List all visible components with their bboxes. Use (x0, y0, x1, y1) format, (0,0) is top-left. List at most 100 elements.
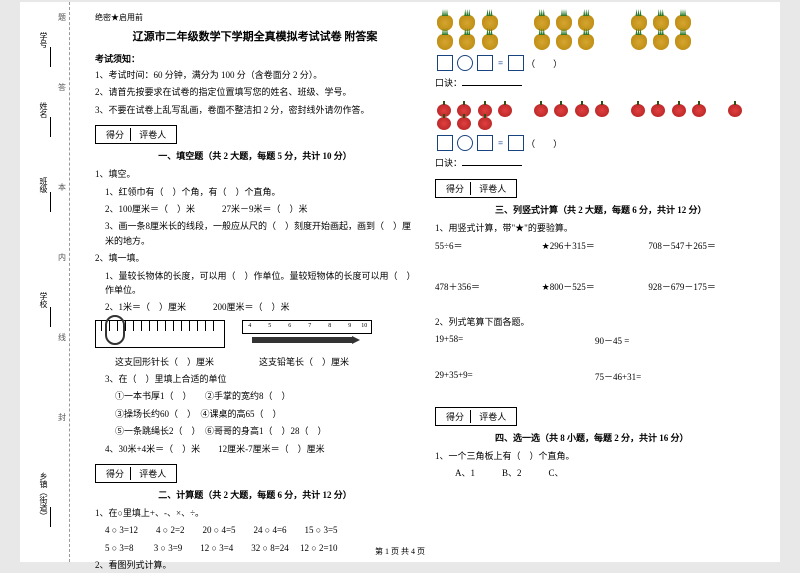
apple-icon (457, 117, 471, 130)
margin-town: 乡镇（街道） (38, 472, 49, 520)
score-left: 得分 (440, 182, 471, 195)
score-left: 得分 (100, 128, 131, 141)
right-column: = （ ） 口诀： (425, 12, 765, 557)
pineapple-icon (459, 34, 475, 50)
pineapple-icon (653, 34, 669, 50)
score-box-4: 得分 评卷人 (435, 407, 517, 426)
s4-q1: 1、一个三角板上有（ ）个直角。 (435, 449, 755, 463)
koujue-2: 口诀： (435, 156, 755, 170)
apple-icon (651, 104, 665, 117)
s3-row1: 55÷6＝ ★296＋315＝ 708－547＋265＝ (435, 239, 755, 252)
paper-title: 辽源市二年级数学下学期全真模拟考试试卷 附答案 (95, 28, 415, 44)
score-right: 评卷人 (133, 128, 172, 141)
equation-apple: = （ ） (435, 135, 755, 151)
pineapple-icon (675, 34, 691, 50)
score-left: 得分 (100, 467, 131, 480)
pineapple-icon (534, 34, 550, 50)
paperclip-icon (105, 315, 125, 345)
dotted-6: 封 (58, 412, 66, 423)
blank-circle[interactable] (457, 55, 473, 71)
margin-underline (50, 507, 51, 527)
calc: 928－679－175＝ (648, 280, 755, 293)
secret-label: 绝密★启用前 (95, 12, 415, 23)
apple-icon (478, 117, 492, 130)
pineapple-icon (556, 34, 572, 50)
dotted-3: 本 (58, 182, 66, 193)
content-area: 绝密★启用前 辽源市二年级数学下学期全真模拟考试试卷 附答案 考试须知： 1、考… (70, 2, 780, 562)
s3-q2-row2: 29+35+9= 75－46+31= (435, 370, 755, 383)
margin-underline (50, 307, 51, 327)
koujue-blank[interactable] (462, 156, 522, 166)
blank-box[interactable] (508, 135, 524, 151)
calc: 75－46+31= (595, 370, 755, 383)
equation-pineapple: = （ ） (435, 55, 755, 71)
dotted-5: 线 (58, 332, 66, 343)
section1-title: 一、填空题（共 2 大题，每题 5 分，共计 10 分） (95, 149, 415, 162)
score-right: 评卷人 (473, 410, 512, 423)
notice-1: 1、考试时间：60 分钟，满分为 100 分（含卷面分 2 分）。 (95, 68, 415, 82)
q3-item2: ③操场长约60（ ） ④课桌的高65（ ） (95, 407, 415, 421)
score-box-3: 得分 评卷人 (435, 179, 517, 198)
calc: 19+58= (435, 334, 595, 347)
ruler-caption: 这支回形针长（ ）厘米 这支铅笔长（ ）厘米 (95, 355, 415, 369)
q3-label: 3、在（ ）里填上合适的单位 (95, 372, 415, 386)
q4: 4、30米+4米＝（ ）米 12厘米-7厘米＝（ ）厘米 (95, 442, 415, 456)
exam-page: 学号 姓名 班级 学校 乡镇（街道） 题 答 本 内 线 封 绝密★启用前 辽源… (20, 2, 780, 562)
q3-item1: ①一本书厚1（ ） ②手掌的宽约8（ ） (95, 389, 415, 403)
section2-title: 二、计算题（共 2 大题，每题 6 分，共计 12 分） (95, 488, 415, 501)
calc: 478＋356＝ (435, 280, 542, 293)
s3-q1-label: 1、用竖式计算，带"★"的要验算。 (435, 221, 755, 235)
apple-icon (672, 104, 686, 117)
koujue-1: 口诀： (435, 76, 755, 90)
q2-item2: 2、1米＝（ ）厘米 200厘米＝（ ）米 (95, 300, 415, 314)
pineapple-icon (437, 34, 453, 50)
dotted-4: 内 (58, 252, 66, 263)
apple-row (435, 104, 755, 130)
score-right: 评卷人 (473, 182, 512, 195)
score-left: 得分 (440, 410, 471, 423)
section3-title: 三、列竖式计算（共 2 大题，每题 6 分，共计 12 分） (435, 203, 755, 216)
blank-box[interactable] (437, 135, 453, 151)
pineapple-icon (482, 34, 498, 50)
notice-3: 3、不要在试卷上乱写乱画，卷面不整洁扣 2 分，密封线外请勿作答。 (95, 103, 415, 117)
notice-2: 2、请首先按要求在试卷的指定位置填写您的姓名、班级、学号。 (95, 85, 415, 99)
q2-label: 2、填一填。 (95, 251, 415, 265)
binding-margin: 学号 姓名 班级 学校 乡镇（街道） 题 答 本 内 线 封 (20, 2, 70, 562)
blank-box[interactable] (508, 55, 524, 71)
margin-student-id: 学号 (38, 32, 49, 48)
page-number: 第 1 页 共 4 页 (20, 546, 780, 557)
q1-item3: 3、画一条8厘米长的线段，一般应从尺的（ ）刻度开始画起，画到（ ）厘米的地方。 (95, 219, 415, 248)
s2-q2-label: 2、看图列式计算。 (95, 558, 415, 572)
margin-underline (50, 117, 51, 137)
margin-school: 学校 (38, 292, 49, 308)
s3-row2: 478＋356＝ ★800－525＝ 928－679－175＝ (435, 280, 755, 293)
calc: 708－547＋265＝ (648, 239, 755, 252)
calc: 55÷6＝ (435, 239, 542, 252)
pencil-ruler: 456 78910 (242, 320, 372, 334)
score-box-2: 得分 评卷人 (95, 464, 177, 483)
pencil-icon (252, 337, 352, 343)
koujue-blank[interactable] (462, 76, 522, 86)
blank-circle[interactable] (457, 135, 473, 151)
s3-q2-row1: 19+58= 90－45 = (435, 334, 755, 347)
apple-icon (534, 104, 548, 117)
blank-box[interactable] (477, 135, 493, 151)
blank-box[interactable] (477, 55, 493, 71)
score-right: 评卷人 (133, 467, 172, 480)
margin-name: 姓名 (38, 102, 49, 118)
apple-icon (554, 104, 568, 117)
s2-q1-label: 1、在○里填上+、-、×、÷。 (95, 506, 415, 520)
blank-box[interactable] (437, 55, 453, 71)
q2-item1: 1、量较长物体的长度，可以用（ ）作单位。量较短物体的长度可以用（ ）作单位。 (95, 269, 415, 298)
s4-opts: A、1 B、2 C、 (435, 466, 755, 480)
pineapple-icon (578, 34, 594, 50)
margin-underline (50, 47, 51, 67)
calc: 90－45 = (595, 334, 755, 347)
score-box: 得分 评卷人 (95, 125, 177, 144)
pineapple-icon (631, 34, 647, 50)
q1-label: 1、填空。 (95, 167, 415, 181)
apple-icon (728, 104, 742, 117)
pineapple-row-1 (435, 15, 755, 31)
s3-q2-label: 2、列式笔算下面各题。 (435, 315, 755, 329)
apple-icon (595, 104, 609, 117)
